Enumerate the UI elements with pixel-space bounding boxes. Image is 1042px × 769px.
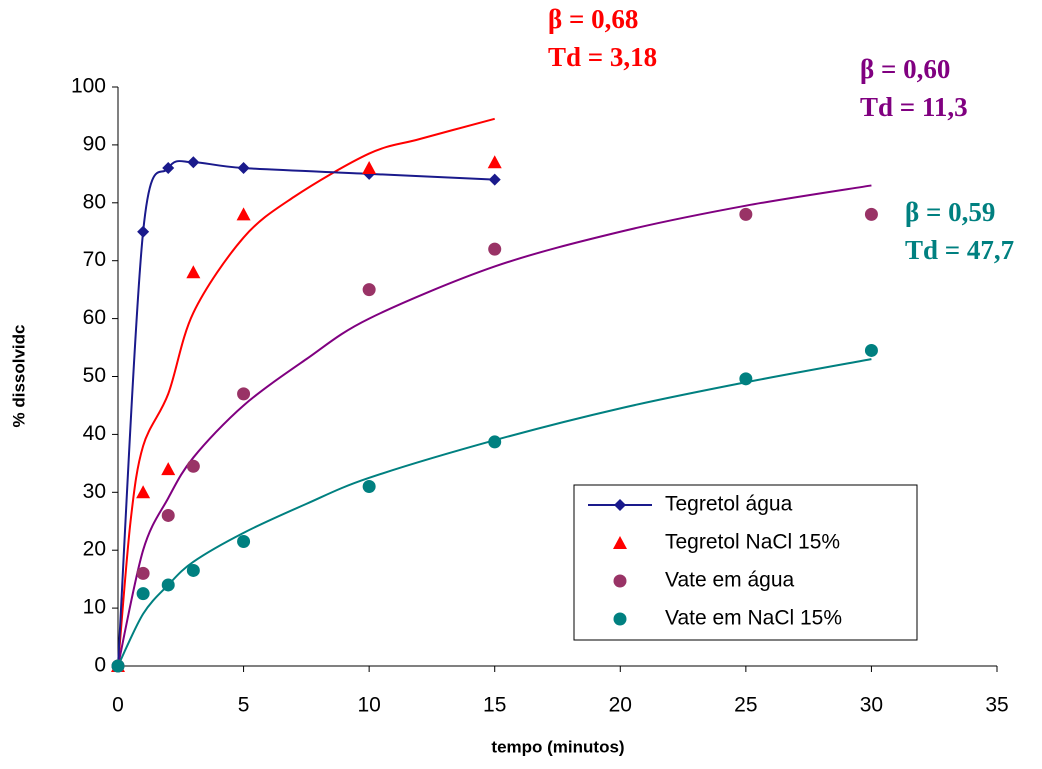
marker bbox=[237, 387, 251, 401]
annotation: Td = 11,3 bbox=[860, 92, 968, 122]
legend-marker bbox=[613, 574, 627, 588]
marker bbox=[111, 659, 125, 673]
marker bbox=[136, 485, 151, 499]
marker bbox=[237, 162, 250, 175]
y-tick-label: 60 bbox=[83, 306, 106, 329]
marker bbox=[739, 372, 753, 386]
x-tick-label: 35 bbox=[985, 694, 1008, 717]
series-line bbox=[117, 159, 495, 667]
marker bbox=[488, 173, 501, 186]
marker bbox=[488, 242, 502, 256]
fit-curve bbox=[117, 117, 495, 667]
marker bbox=[236, 207, 251, 221]
marker bbox=[362, 161, 377, 175]
legend-label: Vate em água bbox=[665, 569, 795, 592]
y-axis-label: % dissolvidc bbox=[9, 325, 28, 428]
marker bbox=[487, 155, 502, 169]
annotation: β = 0,59 bbox=[905, 197, 995, 227]
legend-box bbox=[573, 484, 918, 641]
fit-curve bbox=[117, 184, 872, 667]
legend-label: Tegretol NaCl 15% bbox=[665, 531, 840, 554]
x-axis-label: tempo (minutos) bbox=[491, 737, 624, 756]
marker bbox=[488, 435, 502, 449]
x-tick-label: 15 bbox=[483, 694, 506, 717]
y-tick-label: 70 bbox=[83, 248, 106, 271]
y-tick-label: 90 bbox=[83, 132, 106, 155]
annotation: β = 0,68 bbox=[548, 4, 638, 34]
marker bbox=[136, 566, 150, 580]
legend-label: Vate em NaCl 15% bbox=[665, 607, 842, 630]
marker bbox=[864, 343, 878, 357]
y-tick-label: 40 bbox=[83, 422, 106, 445]
marker bbox=[362, 480, 376, 494]
y-tick-label: 20 bbox=[83, 538, 106, 561]
legend-marker bbox=[614, 499, 626, 511]
marker bbox=[186, 265, 201, 279]
marker bbox=[137, 225, 150, 238]
y-tick-label: 30 bbox=[83, 480, 106, 503]
marker bbox=[187, 156, 200, 169]
x-tick-label: 20 bbox=[609, 694, 632, 717]
annotation: Td = 3,18 bbox=[548, 42, 657, 72]
marker bbox=[237, 535, 251, 549]
marker bbox=[161, 462, 176, 476]
legend-marker bbox=[613, 612, 627, 626]
x-tick-label: 0 bbox=[112, 694, 124, 717]
marker bbox=[186, 563, 200, 577]
y-tick-label: 100 bbox=[71, 75, 106, 98]
legend-marker bbox=[613, 536, 627, 549]
marker bbox=[864, 207, 878, 221]
y-tick-label: 50 bbox=[83, 364, 106, 387]
x-tick-label: 10 bbox=[357, 694, 380, 717]
marker bbox=[161, 508, 175, 522]
x-tick-label: 25 bbox=[734, 694, 757, 717]
y-tick-label: 10 bbox=[83, 596, 106, 619]
marker bbox=[362, 283, 376, 297]
y-tick-label: 80 bbox=[83, 190, 106, 213]
marker bbox=[162, 162, 175, 175]
marker bbox=[161, 578, 175, 592]
annotation: Td = 47,7 bbox=[905, 235, 1014, 265]
marker bbox=[186, 459, 200, 473]
legend-label: Tegretol água bbox=[665, 493, 793, 516]
marker bbox=[739, 207, 753, 221]
marker bbox=[136, 587, 150, 601]
x-tick-label: 5 bbox=[238, 694, 250, 717]
y-tick-label: 0 bbox=[94, 654, 106, 677]
x-tick-label: 30 bbox=[860, 694, 883, 717]
annotation: β = 0,60 bbox=[860, 54, 950, 84]
